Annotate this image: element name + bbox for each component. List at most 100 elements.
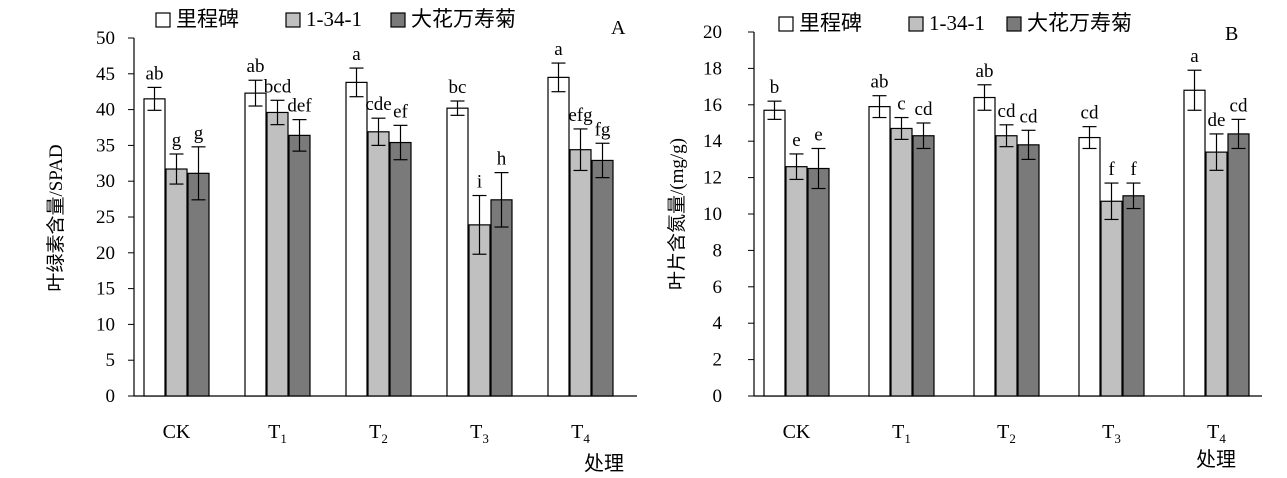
significance-letter: ab — [247, 56, 265, 77]
x-tick-label: T1 — [892, 421, 911, 446]
significance-letter: cd — [1230, 95, 1248, 116]
bar — [1017, 144, 1040, 397]
y-tick-label: 12 — [703, 168, 722, 189]
significance-letter: c — [897, 94, 905, 115]
y-tick-label: 6 — [713, 277, 723, 298]
y-tick-label: 8 — [713, 240, 723, 261]
x-tick-label: T3 — [470, 421, 489, 446]
significance-letter: e — [814, 124, 822, 145]
significance-letter: g — [172, 130, 182, 151]
significance-letter: de — [1208, 110, 1226, 131]
bar — [187, 172, 210, 397]
legend-label: 大花万寿菊 — [1027, 11, 1132, 35]
legend-swatch — [778, 16, 794, 32]
significance-letter: bcd — [264, 76, 292, 97]
bar — [912, 135, 935, 397]
bar — [763, 109, 786, 397]
bar — [389, 141, 412, 397]
bar — [547, 76, 570, 397]
significance-letter: a — [352, 44, 361, 65]
bar — [143, 98, 166, 397]
legend-label: 里程碑 — [176, 7, 239, 31]
y-tick-label: 5 — [106, 350, 116, 371]
y-tick-label: 16 — [703, 95, 722, 116]
significance-letter: ef — [393, 101, 408, 122]
bar — [165, 168, 188, 397]
y-tick-label: 20 — [96, 243, 115, 264]
legend-swatch — [390, 12, 406, 28]
bar — [1227, 133, 1250, 397]
legend-label: 1-34-1 — [306, 7, 362, 31]
significance-letter: bc — [449, 77, 467, 98]
bar — [490, 199, 513, 397]
y-tick-label: 15 — [96, 279, 115, 300]
y-tick-label: 10 — [96, 314, 115, 335]
significance-letter: i — [477, 172, 482, 193]
significance-letter: cde — [365, 94, 391, 115]
y-tick-label: 0 — [106, 386, 116, 407]
significance-letter: cd — [1020, 106, 1038, 127]
x-tick-label: T3 — [1102, 421, 1121, 446]
significance-letter: g — [194, 123, 204, 144]
significance-letter: a — [554, 39, 563, 60]
y-tick-label: 14 — [703, 131, 723, 152]
y-tick-label: 40 — [96, 100, 115, 121]
x-tick-label: T4 — [1207, 421, 1226, 446]
y-axis-title: 叶片含氮量/(mg/g) — [666, 138, 688, 290]
bar — [1205, 151, 1228, 397]
bar — [973, 96, 996, 397]
bar — [288, 134, 311, 397]
y-tick-label: 4 — [713, 313, 723, 334]
bar — [367, 131, 390, 397]
bar — [1122, 195, 1145, 397]
significance-letter: ab — [146, 63, 164, 84]
bar — [785, 166, 808, 397]
legend-swatch — [1006, 16, 1022, 32]
y-tick-label: 2 — [713, 350, 723, 371]
bar — [1100, 200, 1123, 397]
y-tick-label: 50 — [96, 28, 115, 49]
bar — [1183, 89, 1206, 397]
x-tick-label: CK — [783, 421, 811, 443]
legend-swatch — [908, 16, 924, 32]
significance-letter: f — [1108, 159, 1115, 180]
y-tick-label: 35 — [96, 135, 115, 156]
legend-label: 1-34-1 — [929, 11, 985, 35]
y-tick-label: 18 — [703, 58, 722, 79]
significance-letter: b — [770, 77, 780, 98]
significance-letter: ab — [976, 61, 994, 82]
significance-letter: a — [1190, 46, 1199, 67]
y-axis-title: 叶绿素含量/SPAD — [45, 144, 67, 291]
x-tick-label: T2 — [997, 421, 1016, 446]
bar — [995, 135, 1018, 397]
x-tick-label: T2 — [369, 421, 388, 446]
significance-letter: e — [792, 130, 800, 151]
bar — [591, 159, 614, 397]
x-axis-title: 处理 — [1196, 448, 1236, 471]
x-axis-title: 处理 — [584, 452, 624, 475]
y-tick-label: 10 — [703, 204, 722, 225]
significance-letter: fg — [595, 119, 611, 140]
x-tick-label: T4 — [571, 421, 590, 446]
significance-letter: ab — [871, 72, 889, 93]
bar — [244, 92, 267, 397]
x-tick-label: CK — [163, 421, 191, 443]
bar — [266, 111, 289, 397]
panel-letter: A — [611, 17, 626, 39]
significance-letter: efg — [568, 105, 593, 126]
legend-label: 里程碑 — [799, 11, 862, 35]
significance-letter: cd — [998, 101, 1016, 122]
panel-letter: B — [1225, 23, 1238, 45]
y-tick-label: 0 — [713, 386, 723, 407]
bar — [807, 167, 830, 397]
significance-letter: cd — [915, 99, 933, 120]
significance-letter: f — [1130, 159, 1137, 180]
y-tick-label: 20 — [703, 22, 722, 43]
significance-letter: cd — [1081, 103, 1099, 124]
bar — [890, 127, 913, 397]
bar — [446, 107, 469, 397]
legend-swatch — [155, 12, 171, 28]
